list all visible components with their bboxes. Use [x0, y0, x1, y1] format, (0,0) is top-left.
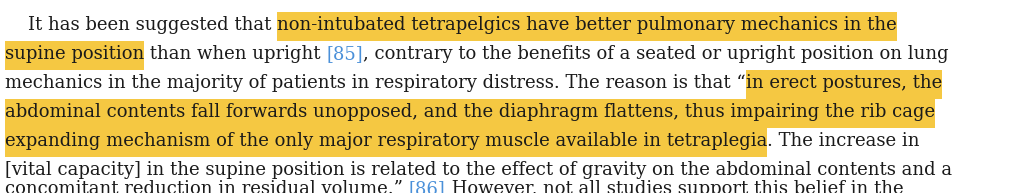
Text: than when upright: than when upright — [144, 45, 326, 63]
Text: It has been suggested that: It has been suggested that — [5, 16, 277, 34]
Text: expanding mechanism of the only major respiratory muscle available in tetraplegi: expanding mechanism of the only major re… — [5, 132, 767, 150]
Text: non-intubated tetrapelgics have better pulmonary mechanics in the: non-intubated tetrapelgics have better p… — [277, 16, 897, 34]
Text: [vital capacity] in the supine position is related to the effect of gravity on t: [vital capacity] in the supine position … — [5, 161, 952, 179]
FancyBboxPatch shape — [5, 128, 767, 157]
Text: concomitant reduction in residual volume.”: concomitant reduction in residual volume… — [5, 180, 409, 193]
Text: [85]: [85] — [326, 45, 363, 63]
Text: supine position: supine position — [5, 45, 144, 63]
FancyBboxPatch shape — [5, 41, 144, 70]
Text: abdominal contents fall forwards unopposed, and the diaphragm flattens, thus imp: abdominal contents fall forwards unoppos… — [5, 103, 935, 121]
Text: [86]: [86] — [409, 180, 445, 193]
Text: in erect postures, the: in erect postures, the — [746, 74, 942, 92]
FancyBboxPatch shape — [746, 70, 942, 99]
Text: , contrary to the benefits of a seated or upright position on lung: , contrary to the benefits of a seated o… — [363, 45, 948, 63]
Text: mechanics in the majority of patients in respiratory distress. The reason is tha: mechanics in the majority of patients in… — [5, 74, 746, 92]
Text: . The increase in: . The increase in — [767, 132, 920, 150]
Text: However, not all studies support this belief in the: However, not all studies support this be… — [445, 180, 903, 193]
FancyBboxPatch shape — [277, 12, 897, 41]
FancyBboxPatch shape — [5, 99, 935, 128]
